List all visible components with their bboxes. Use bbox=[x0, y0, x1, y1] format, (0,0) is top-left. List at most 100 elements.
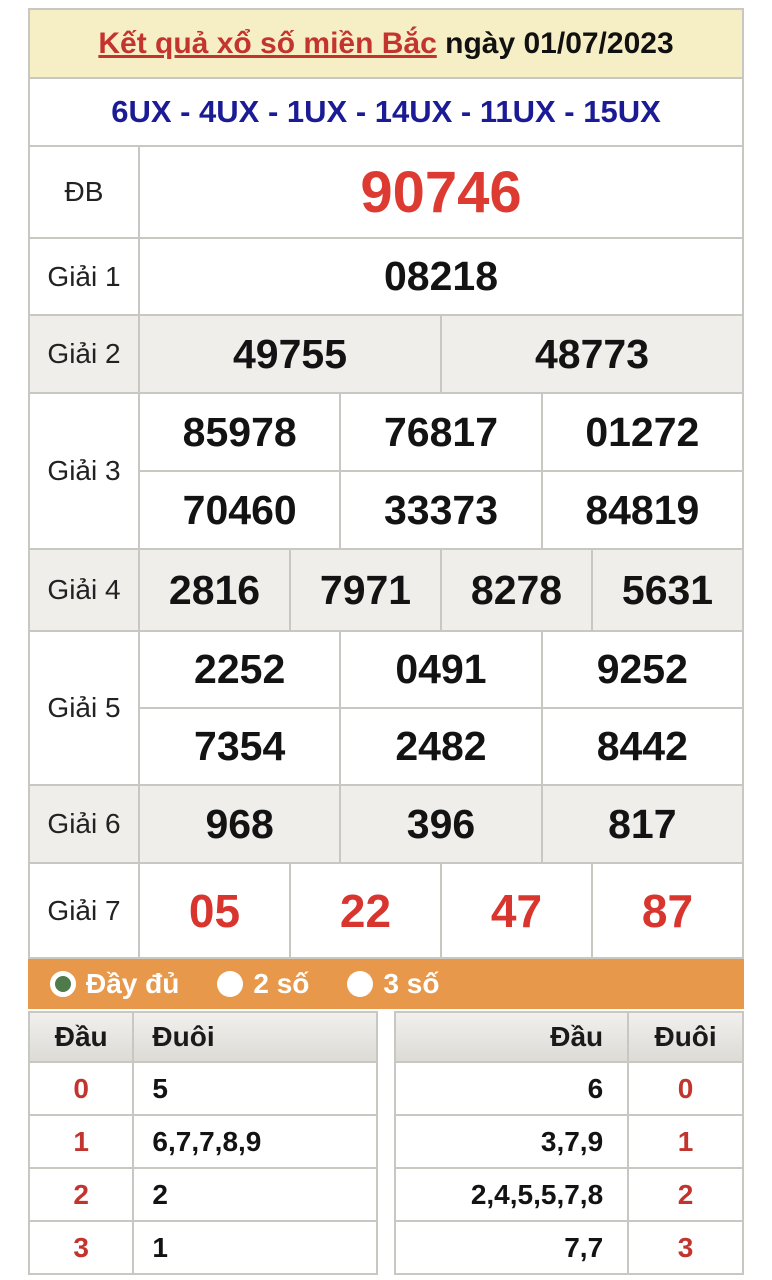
prize-number: 8442 bbox=[540, 709, 742, 784]
prize-number: 01272 bbox=[540, 394, 742, 470]
filter-option-day-du[interactable]: Đầy đủ bbox=[50, 968, 179, 1000]
head-tail-row: 2,4,5,5,7,8 2 bbox=[393, 1167, 744, 1222]
prize-values-row: 968 396 817 bbox=[140, 786, 742, 862]
head-tail-header-cell: Đầu bbox=[27, 1011, 135, 1063]
prize-label: Giải 1 bbox=[30, 239, 140, 314]
prize-label: ĐB bbox=[30, 147, 140, 237]
radio-selected-icon[interactable] bbox=[50, 971, 76, 997]
head-tail-row: 7,7 3 bbox=[393, 1220, 744, 1275]
head-cell: 2,4,5,5,7,8 bbox=[393, 1167, 630, 1222]
prize-number: 08218 bbox=[383, 253, 498, 299]
filter-option-label: 2 số bbox=[253, 968, 310, 999]
radio-icon[interactable] bbox=[217, 971, 244, 997]
tail-cell: 2 bbox=[627, 1167, 744, 1222]
prize-row: Giải 1 08218 bbox=[30, 237, 742, 314]
prize-number: 49755 bbox=[232, 330, 347, 377]
prize-values-row: 49755 48773 bbox=[140, 316, 742, 392]
display-filter-bar: Đầy đủ 2 số 3 số bbox=[28, 959, 744, 1009]
prize-number: 2816 bbox=[168, 566, 261, 613]
prize-number: 70460 bbox=[182, 486, 297, 533]
prize-number: 47 bbox=[440, 864, 591, 957]
prize-number: 396 bbox=[339, 786, 540, 862]
head-tail-header-cell: Đuôi bbox=[132, 1011, 378, 1063]
tail-cell: 1 bbox=[132, 1220, 378, 1275]
radio-icon[interactable] bbox=[347, 971, 374, 997]
prize-number: 817 bbox=[540, 786, 742, 862]
filter-option-label: Đầy đủ bbox=[86, 968, 180, 999]
prize-number: 76817 bbox=[339, 394, 540, 470]
prize-number: 22 bbox=[289, 864, 440, 957]
prize-values: 49755 48773 bbox=[140, 316, 742, 392]
tail-cell: 3 bbox=[627, 1220, 744, 1275]
filter-option-2-so[interactable]: 2 số bbox=[217, 968, 309, 1000]
results-header: Kết quả xổ số miền Bắc ngày 01/07/2023 bbox=[30, 10, 742, 77]
prize-values: 05 22 47 87 bbox=[140, 864, 742, 957]
tail-cell: 6,7,7,8,9 bbox=[132, 1114, 378, 1169]
prize-values: 2252 0491 9252 7354 2482 8442 bbox=[140, 632, 742, 784]
prize-values-row: 2252 0491 9252 bbox=[140, 632, 742, 707]
prize-number: 968 bbox=[205, 800, 274, 847]
prize-values: 85978 76817 01272 70460 33373 84819 bbox=[140, 394, 742, 548]
tail-cell: 5 bbox=[132, 1061, 378, 1116]
prize-rows-container: ĐB 90746 Giải 1 08218 Giải 2 49755 48773 Giải 3… bbox=[30, 145, 742, 957]
tail-cell: 1 bbox=[627, 1114, 744, 1169]
ux-codes-text: 6UX - 4UX - 1UX - 14UX - 11UX - 15UX bbox=[111, 94, 661, 129]
filter-option-3-so[interactable]: 3 số bbox=[347, 968, 439, 1000]
filter-option-label: 3 số bbox=[383, 968, 440, 999]
prize-values-row: 05 22 47 87 bbox=[140, 864, 742, 957]
results-title-link[interactable]: Kết quả xổ số miền Bắc bbox=[98, 26, 437, 60]
prize-number: 7971 bbox=[289, 550, 440, 630]
page-content: Kết quả xổ số miền Bắc ngày 01/07/2023 6… bbox=[27, 8, 744, 1275]
prize-values: 2816 7971 8278 5631 bbox=[140, 550, 742, 630]
prize-values-row: 2816 7971 8278 5631 bbox=[140, 550, 742, 630]
prize-label: Giải 5 bbox=[30, 632, 140, 784]
prize-label: Giải 4 bbox=[30, 550, 140, 630]
prize-values-row: 90746 bbox=[140, 147, 742, 237]
prize-number: 7354 bbox=[194, 723, 286, 769]
prize-values: 90746 bbox=[140, 147, 742, 237]
prize-values-row: 85978 76817 01272 bbox=[140, 394, 742, 470]
head-tail-table-right: Đầu Đuôi 6 0 3,7,9 1 2,4,5,5,7,8 2 7,7 3 bbox=[393, 1011, 744, 1275]
head-tail-header-row: Đầu Đuôi bbox=[393, 1011, 744, 1063]
prize-values: 08218 bbox=[140, 239, 742, 314]
head-tail-table-left: Đầu Đuôi 0 5 1 6,7,7,8,9 2 2 3 1 bbox=[27, 1011, 378, 1275]
prize-number: 84819 bbox=[540, 472, 742, 548]
prize-row: Giải 6 968 396 817 bbox=[30, 784, 742, 862]
head-tail-header-cell: Đuôi bbox=[627, 1011, 744, 1063]
prize-values-row: 70460 33373 84819 bbox=[140, 470, 742, 548]
head-cell: 3,7,9 bbox=[393, 1114, 630, 1169]
prize-label: Giải 7 bbox=[30, 864, 140, 957]
prize-number: 2252 bbox=[194, 646, 286, 692]
prize-number: 9252 bbox=[540, 632, 742, 707]
prize-number: 8278 bbox=[440, 550, 591, 630]
prize-row: Giải 7 05 22 47 87 bbox=[30, 862, 742, 957]
head-cell: 0 bbox=[27, 1061, 135, 1116]
head-cell: 2 bbox=[27, 1167, 135, 1222]
prize-row: Giải 3 85978 76817 01272 70460 33373 84819 bbox=[30, 392, 742, 548]
lottery-results-table: Kết quả xổ số miền Bắc ngày 01/07/2023 6… bbox=[28, 8, 744, 959]
prize-label: Giải 6 bbox=[30, 786, 140, 862]
ux-codes-row: 6UX - 4UX - 1UX - 14UX - 11UX - 15UX bbox=[30, 77, 742, 145]
tail-cell: 0 bbox=[627, 1061, 744, 1116]
prize-number: 85978 bbox=[182, 408, 297, 455]
prize-number: 87 bbox=[591, 864, 742, 957]
prize-number: 33373 bbox=[339, 472, 540, 548]
prize-label: Giải 3 bbox=[30, 394, 140, 548]
prize-values-row: 08218 bbox=[140, 239, 742, 314]
head-tail-section: Đầu Đuôi 0 5 1 6,7,7,8,9 2 2 3 1 Đầu Đuôi 6 0 3,7,9 1 2… bbox=[27, 1011, 744, 1275]
prize-label: Giải 2 bbox=[30, 316, 140, 392]
head-tail-header-row: Đầu Đuôi bbox=[27, 1011, 378, 1063]
prize-number: 90746 bbox=[360, 159, 522, 225]
prize-row: Giải 5 2252 0491 9252 7354 2482 8442 bbox=[30, 630, 742, 784]
head-tail-row: 3,7,9 1 bbox=[393, 1114, 744, 1169]
prize-number: 2482 bbox=[339, 709, 540, 784]
prize-number: 48773 bbox=[440, 316, 742, 392]
prize-row: Giải 2 49755 48773 bbox=[30, 314, 742, 392]
results-date: ngày 01/07/2023 bbox=[436, 26, 674, 60]
prize-number: 0491 bbox=[339, 632, 540, 707]
head-cell: 1 bbox=[27, 1114, 135, 1169]
head-cell: 6 bbox=[393, 1061, 630, 1116]
